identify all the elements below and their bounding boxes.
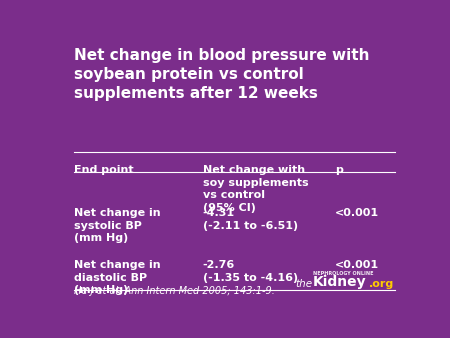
Text: .org: .org bbox=[369, 279, 394, 289]
Text: -2.76
(-1.35 to -4.16): -2.76 (-1.35 to -4.16) bbox=[202, 261, 298, 283]
Text: -4.31
(-2.11 to -6.51): -4.31 (-2.11 to -6.51) bbox=[202, 209, 298, 231]
Text: p: p bbox=[335, 166, 343, 175]
Text: <0.001: <0.001 bbox=[335, 209, 379, 218]
Text: the: the bbox=[295, 279, 312, 289]
Text: Kidney: Kidney bbox=[313, 275, 366, 289]
Text: Net change with
soy supplements
vs control
(95% CI): Net change with soy supplements vs contr… bbox=[202, 166, 308, 213]
Text: Net change in
diastolic BP
(mm Hg): Net change in diastolic BP (mm Hg) bbox=[74, 261, 160, 295]
Text: Net change in blood pressure with
soybean protein vs control
supplements after 1: Net change in blood pressure with soybea… bbox=[74, 48, 369, 101]
Text: End point: End point bbox=[74, 166, 133, 175]
Text: NEPHROLOGY ONLINE: NEPHROLOGY ONLINE bbox=[313, 271, 373, 276]
Text: He J et al. Ann Intern Med 2005; 143:1-9.: He J et al. Ann Intern Med 2005; 143:1-9… bbox=[74, 286, 274, 296]
Text: <0.001: <0.001 bbox=[335, 261, 379, 270]
Text: Net change in
systolic BP
(mm Hg): Net change in systolic BP (mm Hg) bbox=[74, 209, 160, 243]
